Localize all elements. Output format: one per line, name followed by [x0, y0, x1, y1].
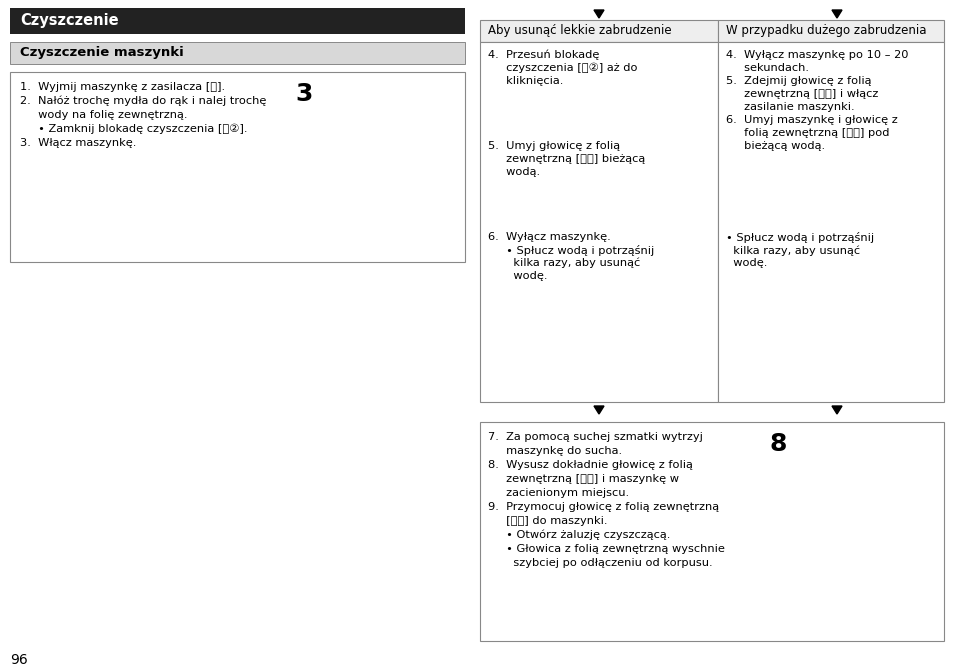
- Text: Aby usunąć lekkie zabrudzenie: Aby usunąć lekkie zabrudzenie: [488, 24, 671, 37]
- Text: [Ⓐⓞ] do maszynki.: [Ⓐⓞ] do maszynki.: [488, 516, 607, 526]
- Bar: [10, 72, 464, 262]
- Text: zacienionym miejscu.: zacienionym miejscu.: [488, 488, 628, 498]
- Text: zewnętrzną [Ⓐⓞ] i włącz: zewnętrzną [Ⓐⓞ] i włącz: [725, 89, 878, 99]
- Text: 8: 8: [769, 432, 786, 456]
- Text: 6.  Wyłącz maszynkę.: 6. Wyłącz maszynkę.: [488, 232, 610, 242]
- Text: zewnętrzną [Ⓐⓞ] bieżącą: zewnętrzną [Ⓐⓞ] bieżącą: [488, 154, 644, 164]
- Text: 2.  Nałóż trochę mydła do rąk i nalej trochę: 2. Nałóż trochę mydła do rąk i nalej tro…: [20, 96, 266, 107]
- Polygon shape: [594, 406, 603, 414]
- Text: • Głowica z folią zewnętrzną wyschnie: • Głowica z folią zewnętrzną wyschnie: [488, 544, 724, 554]
- Text: 7.  Za pomocą suchej szmatki wytrzyj: 7. Za pomocą suchej szmatki wytrzyj: [488, 432, 702, 442]
- Bar: [479, 42, 718, 402]
- Text: 8.  Wysusz dokładnie głowicę z folią: 8. Wysusz dokładnie głowicę z folią: [488, 460, 692, 470]
- Text: bieżącą wodą.: bieżącą wodą.: [725, 141, 824, 151]
- Bar: [479, 20, 718, 42]
- Text: 6.  Umyj maszynkę i głowicę z: 6. Umyj maszynkę i głowicę z: [725, 115, 897, 125]
- Text: zasilanie maszynki.: zasilanie maszynki.: [725, 102, 854, 112]
- Text: 5.  Umyj głowicę z folią: 5. Umyj głowicę z folią: [488, 141, 619, 151]
- Text: Czyszczenie maszynki: Czyszczenie maszynki: [20, 46, 184, 59]
- Text: wodę.: wodę.: [488, 271, 547, 281]
- Text: 1.  Wyjmij maszynkę z zasilacza [Ⓑ].: 1. Wyjmij maszynkę z zasilacza [Ⓑ].: [20, 82, 225, 92]
- Text: • Otwórz żaluzję czyszczącą.: • Otwórz żaluzję czyszczącą.: [488, 530, 670, 541]
- Text: 3: 3: [294, 82, 312, 106]
- Text: 96: 96: [10, 653, 28, 667]
- Text: 4.  Wyłącz maszynkę po 10 – 20: 4. Wyłącz maszynkę po 10 – 20: [725, 50, 907, 60]
- Text: folią zewnętrzną [Ⓐⓞ] pod: folią zewnętrzną [Ⓐⓞ] pod: [725, 128, 888, 138]
- Text: wodą.: wodą.: [488, 167, 539, 177]
- Text: sekundach.: sekundach.: [725, 63, 808, 73]
- Text: 3.  Włącz maszynkę.: 3. Włącz maszynkę.: [20, 138, 136, 148]
- Text: kilka razy, aby usunąć: kilka razy, aby usunąć: [725, 245, 860, 256]
- Polygon shape: [831, 10, 841, 18]
- Polygon shape: [831, 406, 841, 414]
- Bar: [718, 20, 943, 42]
- Text: • Spłucz wodą i potrząśnij: • Spłucz wodą i potrząśnij: [725, 232, 873, 243]
- Text: 5.  Zdejmij głowicę z folią: 5. Zdejmij głowicę z folią: [725, 76, 871, 86]
- Bar: [10, 8, 464, 34]
- Bar: [479, 422, 943, 641]
- Text: • Zamknij blokadę czyszczenia [Ⓐ②].: • Zamknij blokadę czyszczenia [Ⓐ②].: [20, 124, 247, 134]
- Text: wodę.: wodę.: [725, 258, 766, 268]
- Text: zewnętrzną [Ⓐⓞ] i maszynkę w: zewnętrzną [Ⓐⓞ] i maszynkę w: [488, 474, 679, 484]
- Bar: [10, 42, 464, 64]
- Text: • Spłucz wodą i potrząśnij: • Spłucz wodą i potrząśnij: [488, 245, 654, 256]
- Text: W przypadku dużego zabrudzenia: W przypadku dużego zabrudzenia: [725, 24, 925, 37]
- Text: maszynkę do sucha.: maszynkę do sucha.: [488, 446, 621, 456]
- Text: 9.  Przymocuj głowicę z folią zewnętrzną: 9. Przymocuj głowicę z folią zewnętrzną: [488, 502, 719, 512]
- Text: czyszczenia [Ⓐ②] aż do: czyszczenia [Ⓐ②] aż do: [488, 63, 637, 73]
- Text: szybciej po odłączeniu od korpusu.: szybciej po odłączeniu od korpusu.: [488, 558, 712, 568]
- Polygon shape: [594, 10, 603, 18]
- Text: kliknięcia.: kliknięcia.: [488, 76, 563, 86]
- Bar: [718, 42, 943, 402]
- Text: kilka razy, aby usunąć: kilka razy, aby usunąć: [488, 258, 639, 268]
- Text: wody na folię zewnętrzną.: wody na folię zewnętrzną.: [20, 110, 188, 120]
- Text: 4.  Przesuń blokadę: 4. Przesuń blokadę: [488, 50, 598, 60]
- Text: Czyszczenie: Czyszczenie: [20, 13, 118, 28]
